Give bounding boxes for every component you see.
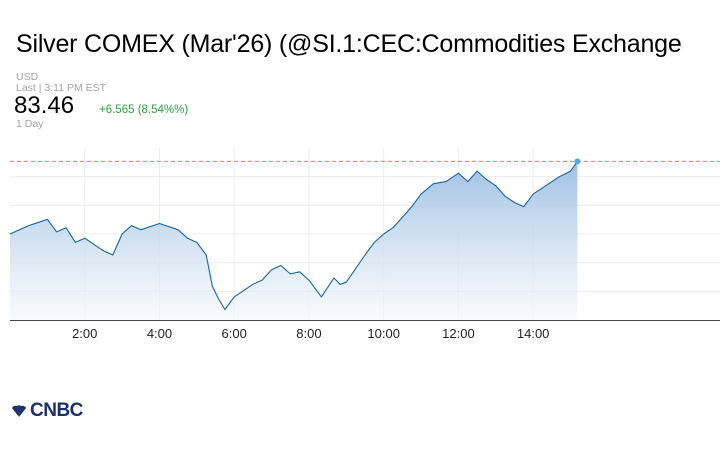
x-tick-label: 4:00 (147, 326, 172, 340)
price-line (9, 161, 578, 311)
last-price: 83.46 (14, 92, 75, 119)
peacock-icon (12, 405, 26, 417)
price-area (10, 161, 578, 320)
currency-label: USD (16, 71, 39, 83)
last-update-time: Last | 3:11 PM EST (16, 82, 107, 94)
chart-title: Silver COMEX (Mar'26) (@SI.1:CEC:Commodi… (16, 30, 682, 58)
price-change: +6.565 (8.54%%) (99, 104, 189, 116)
time-range-label: 1 Day (16, 118, 44, 130)
x-tick-label: 2:00 (72, 326, 97, 340)
x-tick-label: 14:00 (517, 326, 550, 340)
x-tick-label: 8:00 (296, 326, 321, 340)
x-tick-label: 10:00 (367, 326, 400, 340)
x-tick-label: 6:00 (222, 326, 247, 340)
cnbc-logo: CNBC (10, 400, 83, 422)
price-chart: 2:00 4:00 6:00 8:00 10:00 12:00 14:00 (9, 148, 720, 340)
x-tick-label: 12:00 (442, 326, 475, 340)
last-price-marker (574, 158, 581, 165)
cnbc-wordmark: CNBC (30, 400, 83, 421)
x-axis-ticks: 2:00 4:00 6:00 8:00 10:00 12:00 14:00 (72, 326, 549, 340)
